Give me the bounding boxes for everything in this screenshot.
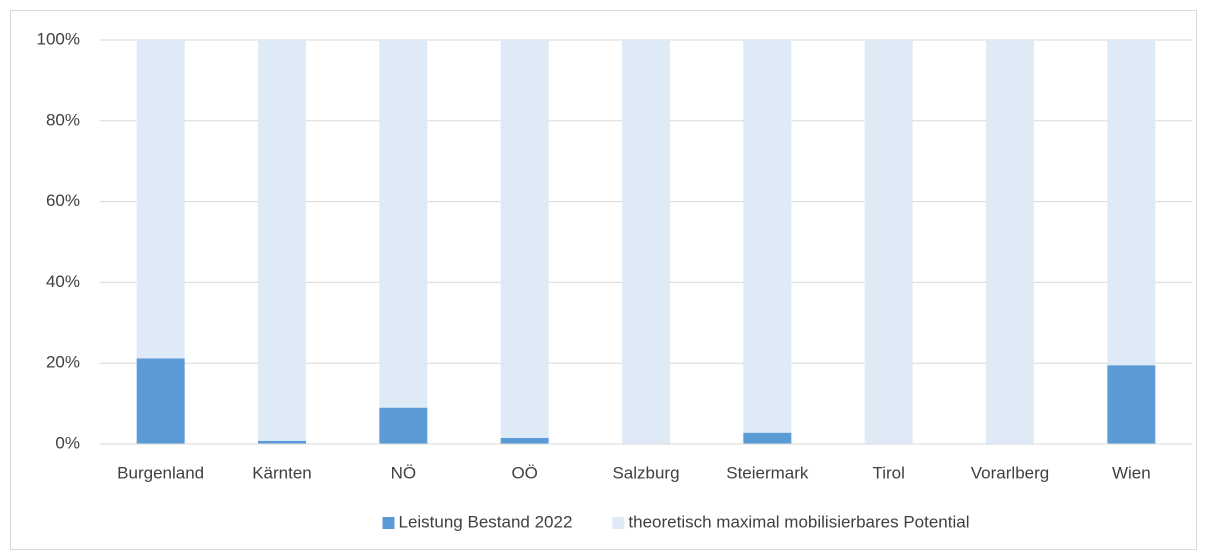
- bar-segment: [136, 40, 185, 359]
- y-tick-label: 60%: [46, 191, 80, 210]
- bar-segment: [379, 407, 428, 444]
- bar-segment: [1107, 40, 1156, 366]
- bar-segment: [1107, 365, 1156, 444]
- x-tick-label: Tirol: [872, 463, 904, 482]
- x-tick-label: Wien: [1112, 463, 1151, 482]
- bar-segment: [743, 432, 792, 444]
- legend-item: theoretisch maximal mobilisierbares Pote…: [612, 512, 970, 531]
- bar-segment: [500, 40, 549, 438]
- x-tick-label: Salzburg: [612, 463, 679, 482]
- x-tick-label: OÖ: [511, 463, 537, 482]
- y-tick-label: 20%: [46, 353, 80, 372]
- bar-segment: [986, 40, 1034, 444]
- x-tick-label: NÖ: [391, 463, 417, 482]
- bar-segment: [136, 358, 185, 444]
- x-tick-label: Burgenland: [117, 463, 204, 482]
- bar-segment: [864, 40, 913, 444]
- y-tick-label: 80%: [46, 110, 80, 129]
- bar-segment: [258, 40, 306, 441]
- y-tick-label: 40%: [46, 272, 80, 291]
- legend-swatch: [612, 517, 625, 529]
- legend-label: theoretisch maximal mobilisierbares Pote…: [628, 512, 969, 531]
- legend-label: Leistung Bestand 2022: [398, 512, 572, 531]
- x-tick-label: Steiermark: [726, 463, 809, 482]
- legend-item: Leistung Bestand 2022: [382, 512, 572, 531]
- bar-segment: [500, 437, 549, 444]
- bar-segment: [743, 40, 792, 433]
- y-tick-label: 100%: [37, 29, 80, 48]
- y-tick-label: 0%: [55, 433, 80, 452]
- x-tick-label: Vorarlberg: [971, 463, 1049, 482]
- bar-segment: [379, 40, 428, 408]
- bar-segment: [622, 40, 670, 444]
- x-tick-label: Kärnten: [252, 463, 312, 482]
- bar-segment: [258, 440, 306, 444]
- legend-swatch: [382, 517, 395, 529]
